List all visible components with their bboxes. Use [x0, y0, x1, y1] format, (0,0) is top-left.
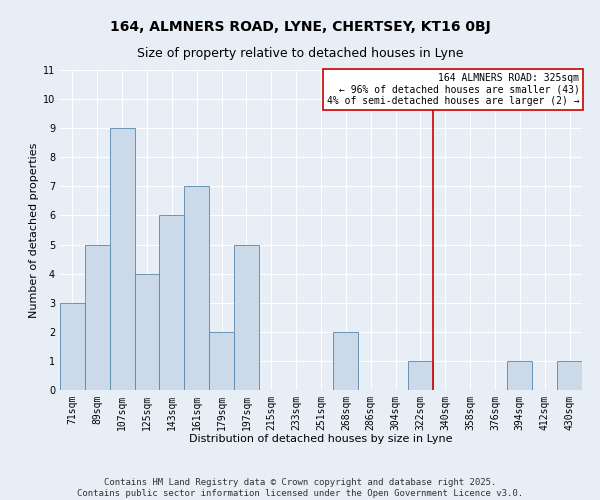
Bar	[334, 332, 358, 390]
Bar	[85, 244, 110, 390]
Text: Contains HM Land Registry data © Crown copyright and database right 2025.
Contai: Contains HM Land Registry data © Crown c…	[77, 478, 523, 498]
Bar	[60, 302, 85, 390]
Bar	[134, 274, 160, 390]
Bar	[209, 332, 234, 390]
Bar	[110, 128, 134, 390]
Bar	[557, 361, 582, 390]
Text: 164 ALMNERS ROAD: 325sqm
← 96% of detached houses are smaller (43)
4% of semi-de: 164 ALMNERS ROAD: 325sqm ← 96% of detach…	[327, 73, 580, 106]
Bar	[184, 186, 209, 390]
Bar	[160, 216, 184, 390]
X-axis label: Distribution of detached houses by size in Lyne: Distribution of detached houses by size …	[189, 434, 453, 444]
Text: 164, ALMNERS ROAD, LYNE, CHERTSEY, KT16 0BJ: 164, ALMNERS ROAD, LYNE, CHERTSEY, KT16 …	[110, 20, 490, 34]
Bar	[508, 361, 532, 390]
Bar	[408, 361, 433, 390]
Text: Size of property relative to detached houses in Lyne: Size of property relative to detached ho…	[137, 48, 463, 60]
Y-axis label: Number of detached properties: Number of detached properties	[29, 142, 39, 318]
Bar	[234, 244, 259, 390]
